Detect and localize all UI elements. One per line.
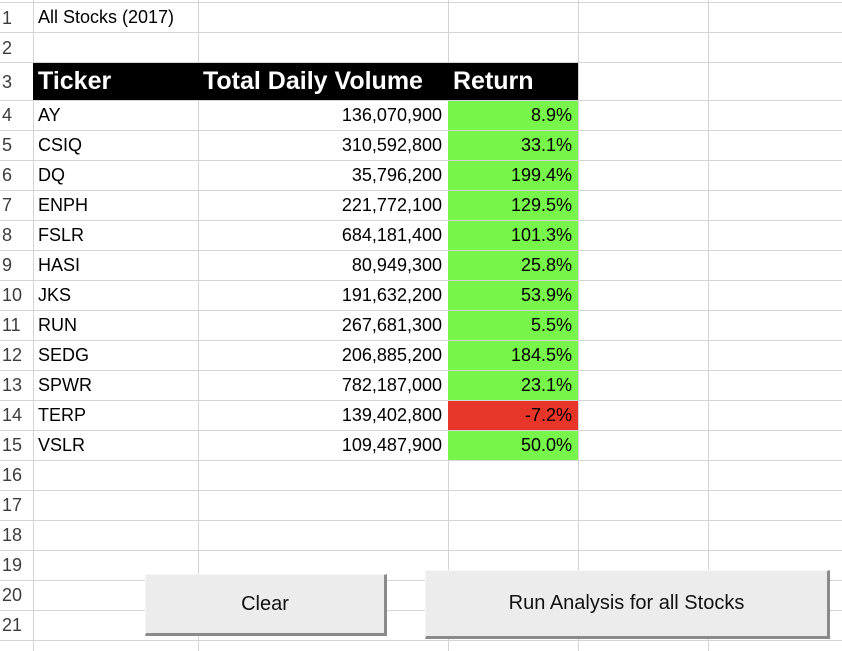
row-number[interactable]: 10 — [2, 285, 23, 305]
grid-row-line — [0, 520, 842, 521]
grid-column-line — [578, 0, 579, 651]
return-cell[interactable]: -7.2% — [448, 401, 578, 430]
grid-row-line — [0, 250, 842, 251]
return-cell[interactable]: 53.9% — [448, 281, 578, 310]
row-number[interactable]: 12 — [2, 345, 23, 365]
row-number[interactable]: 19 — [2, 555, 23, 575]
grid-row-line — [0, 550, 842, 551]
ticker-cell[interactable]: ENPH — [38, 195, 89, 215]
return-cell[interactable]: 5.5% — [448, 311, 578, 340]
ticker-cell[interactable]: DQ — [38, 165, 65, 185]
return-cell[interactable]: 23.1% — [448, 371, 578, 400]
ticker-cell[interactable]: SPWR — [38, 375, 92, 395]
grid-column-line — [33, 0, 34, 651]
ticker-cell[interactable]: RUN — [38, 315, 77, 335]
return-cell[interactable]: 184.5% — [448, 341, 578, 370]
return-cell[interactable]: 25.8% — [448, 251, 578, 280]
return-cell[interactable]: 101.3% — [448, 221, 578, 250]
grid-row-line — [0, 130, 842, 131]
row-number[interactable]: 16 — [2, 465, 23, 485]
grid-row-line — [0, 610, 842, 611]
grid-row-line — [0, 100, 842, 101]
grid-column-line — [198, 0, 199, 651]
row-number[interactable]: 18 — [2, 525, 23, 545]
ticker-cell[interactable]: FSLR — [38, 225, 85, 245]
grid-row-line — [0, 32, 842, 33]
title-cell[interactable]: All Stocks (2017) — [38, 7, 175, 27]
header-ticker[interactable]: Ticker — [33, 63, 198, 100]
volume-cell[interactable]: 139,402,800 — [341, 405, 442, 425]
grid-row-line — [0, 340, 842, 341]
grid-row-line — [0, 580, 842, 581]
ticker-cell[interactable]: SEDG — [38, 345, 90, 365]
row-number[interactable]: 2 — [2, 38, 13, 58]
row-number[interactable]: 14 — [2, 405, 23, 425]
grid-row-line — [0, 2, 842, 3]
grid-column-line — [708, 0, 709, 651]
grid-row-line — [0, 310, 842, 311]
grid-row-line — [0, 400, 842, 401]
return-cell[interactable]: 8.9% — [448, 101, 578, 130]
row-number[interactable]: 7 — [2, 195, 13, 215]
grid-row-line — [0, 220, 842, 221]
row-number[interactable]: 8 — [2, 225, 13, 245]
clear-button[interactable]: Clear — [145, 574, 387, 636]
ticker-cell[interactable]: TERP — [38, 405, 87, 425]
row-number[interactable]: 6 — [2, 165, 13, 185]
row-number[interactable]: 20 — [2, 585, 23, 605]
run-analysis-button[interactable]: Run Analysis for all Stocks — [425, 570, 830, 639]
row-number[interactable]: 9 — [2, 255, 13, 275]
volume-cell[interactable]: 35,796,200 — [351, 165, 442, 185]
header-return[interactable]: Return — [448, 63, 578, 100]
row-number[interactable]: 13 — [2, 375, 23, 395]
volume-cell[interactable]: 782,187,000 — [341, 375, 442, 395]
grid-row-line — [0, 430, 842, 431]
return-cell[interactable]: 129.5% — [448, 191, 578, 220]
ticker-cell[interactable]: AY — [38, 105, 61, 125]
row-number[interactable]: 21 — [2, 615, 23, 635]
volume-cell[interactable]: 267,681,300 — [341, 315, 442, 335]
row-number[interactable]: 17 — [2, 495, 23, 515]
grid-row-line — [0, 190, 842, 191]
row-number[interactable]: 4 — [2, 105, 13, 125]
grid-row-line — [0, 490, 842, 491]
volume-cell[interactable]: 80,949,300 — [351, 255, 442, 275]
ticker-cell[interactable]: CSIQ — [38, 135, 83, 155]
volume-cell[interactable]: 684,181,400 — [341, 225, 442, 245]
volume-cell[interactable]: 221,772,100 — [341, 195, 442, 215]
grid-row-line — [0, 460, 842, 461]
volume-cell[interactable]: 109,487,900 — [341, 435, 442, 455]
volume-cell[interactable]: 310,592,800 — [341, 135, 442, 155]
row-number[interactable]: 1 — [2, 8, 13, 28]
grid-row-line — [0, 280, 842, 281]
volume-cell[interactable]: 206,885,200 — [341, 345, 442, 365]
grid-row-line — [0, 370, 842, 371]
ticker-cell[interactable]: VSLR — [38, 435, 86, 455]
volume-cell[interactable]: 191,632,200 — [341, 285, 442, 305]
ticker-cell[interactable]: HASI — [38, 255, 81, 275]
row-number[interactable]: 3 — [2, 72, 13, 92]
grid-row-line — [0, 160, 842, 161]
grid-row-line — [0, 640, 842, 641]
return-cell[interactable]: 33.1% — [448, 131, 578, 160]
return-cell[interactable]: 199.4% — [448, 161, 578, 190]
header-total-daily-volume[interactable]: Total Daily Volume — [198, 63, 448, 100]
ticker-cell[interactable]: JKS — [38, 285, 72, 305]
row-number[interactable]: 11 — [2, 315, 21, 335]
return-cell[interactable]: 50.0% — [448, 431, 578, 460]
volume-cell[interactable]: 136,070,900 — [341, 105, 442, 125]
grid-row-line — [0, 62, 842, 63]
row-number[interactable]: 15 — [2, 435, 23, 455]
row-number[interactable]: 5 — [2, 135, 13, 155]
